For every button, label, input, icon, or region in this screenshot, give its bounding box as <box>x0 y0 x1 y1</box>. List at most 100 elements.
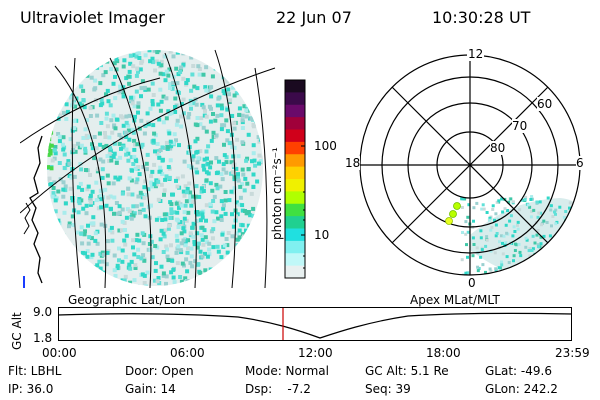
emission-pixel <box>160 172 165 176</box>
emission-pixel <box>151 60 156 65</box>
emission-pixel <box>495 200 499 204</box>
emission-pixel <box>485 211 489 214</box>
emission-pixel <box>158 165 163 170</box>
time-tick-1800: 18:00 <box>426 346 461 360</box>
emission-pixel <box>67 221 72 226</box>
emission-pixel <box>47 113 49 118</box>
emission-pixel <box>211 288 215 292</box>
emission-pixel <box>139 94 143 99</box>
emission-pixel <box>69 81 74 86</box>
emission-pixel <box>247 50 252 53</box>
emission-pixel <box>237 53 242 58</box>
colorbar-band <box>285 154 305 168</box>
emission-pixel <box>562 243 566 247</box>
emission-pixel <box>490 279 493 282</box>
emission-pixel <box>95 65 100 70</box>
emission-pixel <box>49 102 54 107</box>
emission-pixel <box>245 253 250 258</box>
emission-pixel <box>62 152 67 157</box>
observation-time: 10:30:28 UT <box>432 8 531 27</box>
emission-pixel <box>73 104 78 109</box>
emission-pixel <box>158 237 163 242</box>
colorbar-band <box>285 265 305 279</box>
emission-pixel <box>220 123 225 128</box>
emission-pixel <box>127 262 132 267</box>
emission-pixel <box>134 54 139 59</box>
emission-pixel <box>241 91 246 96</box>
emission-pixel <box>588 276 591 279</box>
emission-pixel <box>199 186 204 191</box>
emission-pixel <box>52 148 57 153</box>
emission-pixel <box>583 253 586 256</box>
emission-pixel <box>124 233 129 238</box>
emission-pixel <box>47 152 51 157</box>
emission-pixel <box>204 114 209 119</box>
emission-pixel <box>245 53 250 58</box>
emission-pixel <box>193 139 198 144</box>
emission-pixel <box>175 261 180 266</box>
emission-pixel <box>484 244 488 248</box>
emission-pixel <box>513 249 517 252</box>
emission-pixel <box>585 236 588 239</box>
emission-pixel <box>550 269 554 273</box>
emission-pixel <box>209 229 214 234</box>
emission-pixel <box>99 222 104 227</box>
emission-pixel <box>190 225 195 230</box>
emission-pixel <box>558 205 562 209</box>
emission-pixel <box>69 175 74 180</box>
emission-pixel <box>47 114 50 119</box>
emission-pixel <box>477 267 481 270</box>
emission-pixel <box>232 121 237 126</box>
emission-pixel <box>252 224 257 229</box>
emission-pixel <box>239 250 244 255</box>
emission-pixel <box>127 137 132 142</box>
emission-pixel <box>244 211 249 216</box>
emission-pixel <box>256 218 261 223</box>
emission-pixel <box>227 92 231 97</box>
colorbar-band <box>285 80 305 93</box>
emission-pixel <box>105 239 110 244</box>
emission-pixel <box>89 236 94 241</box>
emission-pixel <box>587 213 590 216</box>
emission-pixel <box>242 104 247 109</box>
emission-pixel <box>82 105 87 110</box>
emission-pixel <box>123 255 128 259</box>
emission-pixel <box>76 265 81 270</box>
emission-pixel <box>246 266 251 271</box>
emission-pixel <box>177 205 181 210</box>
emission-pixel <box>130 101 135 106</box>
emission-pixel <box>81 98 86 102</box>
emission-pixel <box>460 258 464 262</box>
emission-pixel <box>103 131 107 135</box>
emission-pixel <box>530 197 534 201</box>
emission-pixel <box>511 234 515 238</box>
emission-pixel <box>88 53 92 58</box>
emission-pixel <box>124 147 129 152</box>
emission-pixel <box>258 280 263 285</box>
emission-pixel <box>91 66 96 71</box>
emission-pixel <box>33 141 37 145</box>
emission-pixel <box>228 98 233 103</box>
emission-pixel <box>206 88 211 93</box>
emission-pixel <box>237 278 242 283</box>
emission-pixel <box>512 225 516 229</box>
emission-pixel <box>100 167 105 172</box>
emission-pixel <box>143 179 148 184</box>
emission-pixel <box>256 214 261 219</box>
emission-pixel <box>134 204 139 209</box>
emission-pixel <box>158 108 163 113</box>
emission-pixel <box>72 144 77 149</box>
emission-pixel <box>159 99 164 104</box>
emission-pixel <box>244 254 249 258</box>
emission-pixel <box>515 276 518 279</box>
emission-pixel <box>62 166 67 170</box>
emission-pixel <box>88 106 93 111</box>
emission-pixel <box>227 288 231 292</box>
emission-pixel <box>466 215 470 219</box>
emission-pixel <box>206 161 211 166</box>
emission-pixel <box>258 213 263 218</box>
emission-pixel <box>240 223 245 228</box>
emission-pixel <box>133 266 138 270</box>
emission-pixel <box>174 233 179 238</box>
emission-pixel <box>104 262 109 267</box>
